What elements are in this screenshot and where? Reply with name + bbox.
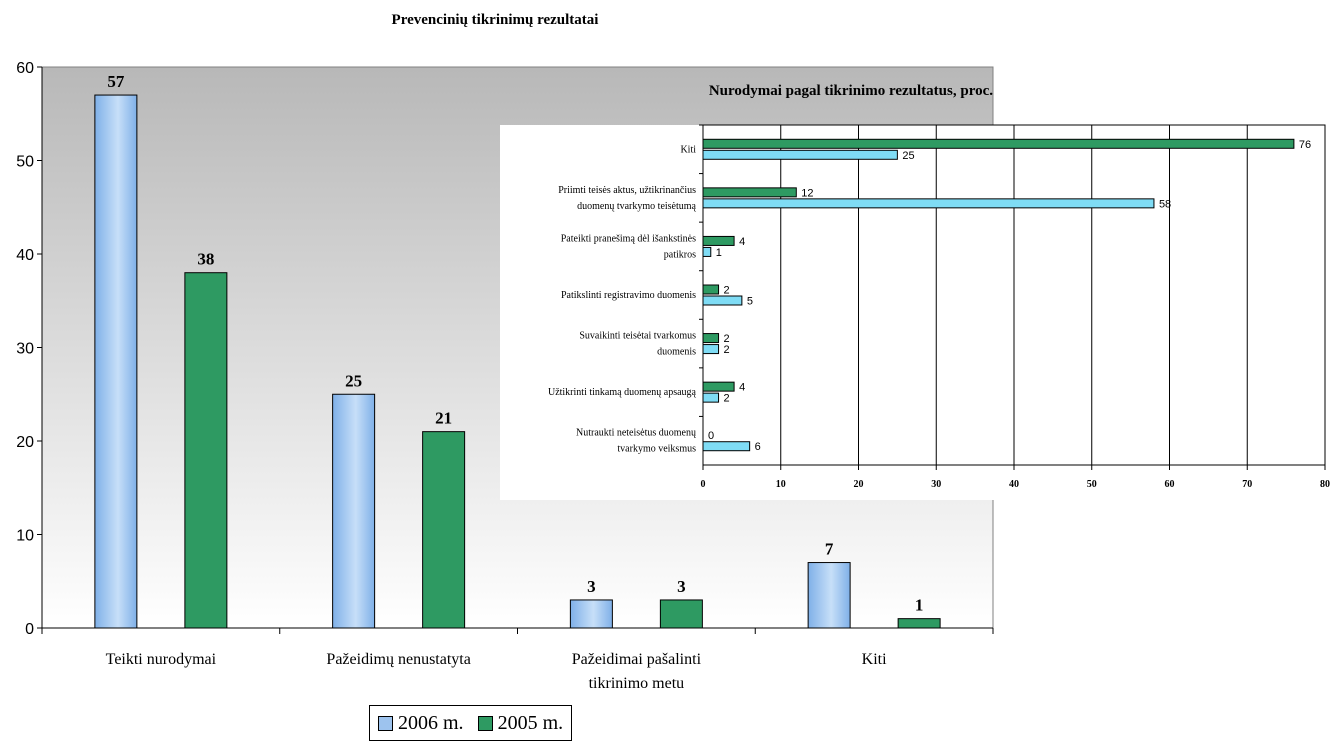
- main-chart-title: Prevencinių tikrinimų rezultatai: [392, 12, 599, 28]
- legend-swatch-2005: [477, 715, 493, 731]
- inset-category-label-1-0: Priimti teisės aktus, užtikrinančius: [558, 185, 696, 196]
- main-chart-legend: 2006 m. 2005 m.: [369, 705, 573, 741]
- inset-bar-label-2005m-3: 2: [724, 285, 730, 297]
- inset-category-label-3-0: Patikslinti registravimo duomenis: [561, 290, 696, 301]
- main-category-label-0-0: Teikti nurodymai: [106, 651, 217, 668]
- inset-category-label-6-1: tvarkymo veiksmus: [617, 444, 696, 455]
- main-bar-label-2005m-0: 38: [197, 250, 214, 269]
- inset-bar-label-2006m-2: 1: [716, 247, 722, 259]
- main-y-tick-label-10: 10: [16, 528, 34, 545]
- inset-x-tick-label-50: 50: [1087, 479, 1097, 490]
- main-bar-label-2006m-3: 7: [825, 540, 834, 559]
- main-bar-2006m-3: [807, 562, 851, 629]
- inset-category-label-6-0: Nutraukti neteisėtus duomenų: [576, 428, 696, 439]
- inset-bar-label-2006m-0: 25: [902, 150, 914, 162]
- main-y-tick-label-50: 50: [16, 154, 34, 171]
- inset-bar-2006m-1: [702, 198, 1155, 209]
- inset-category-label-0-0: Kiti: [680, 144, 696, 155]
- main-bar-2006m-0: [94, 94, 138, 629]
- legend-label-2006: 2006 m.: [398, 711, 464, 734]
- inset-bar-label-2005m-1: 12: [801, 187, 813, 199]
- inset-bar-2006m-2: [702, 246, 712, 257]
- legend-swatch-2006: [378, 715, 393, 731]
- inset-category-label-4-0: Suvaikinti teisėtai tvarkomus: [579, 331, 696, 342]
- inset-bar-label-2006m-5: 2: [724, 393, 730, 405]
- main-category-label-2-0: Pažeidimai pašalinti: [572, 651, 702, 668]
- inset-category-label-2-0: Pateikti pranešimą dėl išankstinės: [561, 233, 696, 244]
- inset-bar-2005m-3: [702, 284, 720, 295]
- main-category-label-2-1: tikrinimo metu: [589, 675, 685, 692]
- inset-category-label-5-0: Užtikrinti tinkamą duomenų apsaugą: [548, 387, 697, 398]
- main-bar-label-2005m-1: 21: [435, 409, 452, 428]
- main-y-tick-label-60: 60: [16, 60, 34, 77]
- inset-bar-label-2006m-1: 58: [1159, 198, 1171, 210]
- main-y-tick-label-30: 30: [16, 341, 34, 358]
- main-bar-label-2006m-2: 3: [587, 577, 596, 596]
- main-category-label-3-0: Kiti: [862, 651, 887, 668]
- legend-item-2006: 2006 m.: [378, 712, 464, 735]
- main-bar-2005m-2: [659, 599, 703, 629]
- main-category-label-1-0: Pažeidimų nenustatyta: [326, 651, 470, 668]
- main-bar-label-2006m-1: 25: [345, 371, 362, 390]
- inset-x-tick-label-30: 30: [931, 479, 941, 490]
- main-y-tick-label-0: 0: [25, 621, 34, 638]
- main-bar-2006m-2: [569, 599, 613, 629]
- main-bar-label-2005m-3: 1: [915, 596, 924, 615]
- inset-category-label-2-1: patikros: [664, 249, 696, 260]
- inset-bar-label-2006m-4: 2: [724, 344, 730, 356]
- main-bar-label-2005m-2: 3: [677, 577, 686, 596]
- inset-bar-2006m-4: [702, 344, 720, 355]
- inset-bar-2006m-5: [702, 392, 720, 403]
- inset-bar-2005m-0: [702, 138, 1295, 149]
- legend-label-2005: 2005 m.: [497, 711, 564, 734]
- inset-category-label-1-1: duomenų tvarkymo teisėtumą: [577, 201, 696, 212]
- inset-category-label-4-1: duomenis: [657, 347, 696, 358]
- main-bar-2005m-1: [422, 431, 466, 629]
- inset-bar-label-2006m-3: 5: [747, 296, 753, 308]
- inset-bar-2005m-4: [702, 333, 720, 344]
- inset-bar-label-2005m-5: 4: [739, 382, 745, 394]
- inset-chart: Nurodymai pagal tikrinimo rezultatus, pr…: [500, 83, 1339, 500]
- inset-bar-2006m-3: [702, 295, 743, 306]
- inset-bar-2006m-6: [702, 441, 751, 452]
- legend-item-2005: 2005 m.: [477, 711, 564, 735]
- inset-x-tick-label-60: 60: [1165, 479, 1175, 490]
- main-y-tick-label-40: 40: [16, 247, 34, 264]
- inset-bar-2005m-5: [702, 381, 735, 392]
- inset-x-tick-label-10: 10: [776, 479, 786, 490]
- inset-x-tick-label-40: 40: [1009, 479, 1019, 490]
- inset-bar-label-2005m-4: 2: [724, 333, 730, 345]
- main-bar-2005m-0: [184, 272, 228, 629]
- inset-bar-label-2006m-6: 6: [755, 441, 761, 453]
- inset-x-tick-label-20: 20: [854, 479, 864, 490]
- main-bar-2006m-1: [332, 393, 376, 629]
- inset-x-tick-label-70: 70: [1242, 479, 1252, 490]
- inset-bar-label-2005m-2: 4: [739, 236, 745, 248]
- main-y-tick-label-20: 20: [16, 434, 34, 451]
- inset-bar-2005m-2: [702, 235, 735, 246]
- inset-bar-2005m-1: [702, 187, 797, 198]
- inset-bar-2006m-0: [702, 149, 898, 160]
- inset-bar-label-2005m-0: 76: [1299, 139, 1311, 151]
- main-bar-label-2006m-0: 57: [107, 72, 125, 91]
- inset-bar-label-2005m-6: 0: [708, 430, 714, 442]
- inset-x-tick-label-80: 80: [1320, 479, 1330, 490]
- inset-chart-title: Nurodymai pagal tikrinimo rezultatus, pr…: [709, 83, 993, 99]
- main-bar-2005m-3: [897, 618, 941, 629]
- inset-x-tick-label-0: 0: [701, 479, 706, 490]
